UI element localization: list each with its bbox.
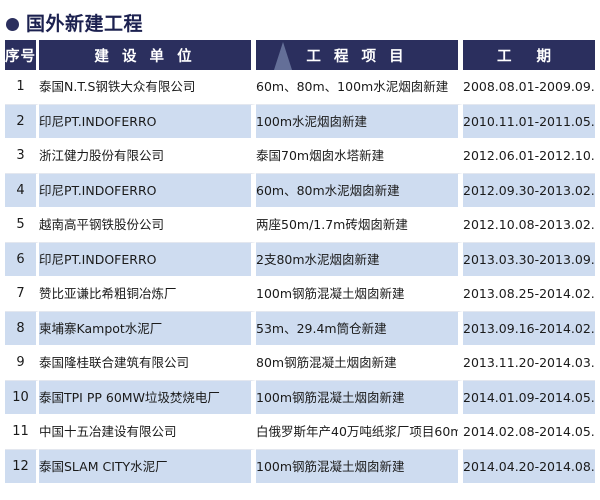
cell-unit: 越南高平钢铁股份公司 xyxy=(39,208,256,243)
cell-unit: 中国十五冶建设有限公司 xyxy=(39,415,256,450)
cell-period: 2014.02.08-2014.05.28 xyxy=(463,415,595,450)
projects-table-wrapper: 序号 建 设 单 位 工 程 项 目 工 期 1 泰国N.T.S钢铁大众有限公司 6… xyxy=(0,40,600,484)
cell-unit: 泰国SLAM CITY水泥厂 xyxy=(39,449,256,484)
cell-unit: 印尼PT.INDOFERRO xyxy=(39,104,256,139)
cell-index: 12 xyxy=(5,449,39,484)
cell-unit: 赞比亚谦比希粗铜冶炼厂 xyxy=(39,277,256,312)
cell-unit: 浙江健力股份有限公司 xyxy=(39,139,256,174)
cell-index: 10 xyxy=(5,380,39,415)
cell-unit: 泰国隆桂联合建筑有限公司 xyxy=(39,346,256,381)
table-row[interactable]: 9 泰国隆桂联合建筑有限公司 80m钢筋混凝土烟囱新建 2013.11.20-2014… xyxy=(5,346,595,381)
cell-index: 8 xyxy=(5,311,39,346)
table-row[interactable]: 4 印尼PT.INDOFERRO 60m、80m水泥烟囱新建 2012.09.30-2… xyxy=(5,173,595,208)
table-header-row: 序号 建 设 单 位 工 程 项 目 工 期 xyxy=(5,40,595,70)
page-title-text: 国外新建工程 xyxy=(26,13,144,35)
table-row[interactable]: 3 浙江健力股份有限公司 泰国70m烟囱水塔新建 2012.06.01-2012.10… xyxy=(5,139,595,174)
cell-period: 2012.06.01-2012.10.30 xyxy=(463,139,595,174)
table-row[interactable]: 7 赞比亚谦比希粗铜冶炼厂 100m钢筋混凝土烟囱新建 2013.08.25-2014… xyxy=(5,277,595,312)
cell-unit: 印尼PT.INDOFERRO xyxy=(39,173,256,208)
table-row[interactable]: 11中国十五冶建设有限公司白俄罗斯年产40万吨纸浆厂项目60m烟囱新建2014.… xyxy=(5,415,595,450)
cell-period: 2013.08.25-2014.02.05 xyxy=(463,277,595,312)
column-header-period: 工 期 xyxy=(463,40,595,70)
cell-unit: 印尼PT.INDOFERRO xyxy=(39,242,256,277)
table-row[interactable]: 12 泰国SLAM CITY水泥厂 100m钢筋混凝土烟囱新建 2014.04.20-… xyxy=(5,449,595,484)
table-row[interactable]: 6 印尼PT.INDOFERRO 2支80m水泥烟囱新建 2013.03.30-201… xyxy=(5,242,595,277)
header-triangle-icon xyxy=(274,42,292,70)
cell-project: 泰国70m烟囱水塔新建 xyxy=(256,139,463,174)
column-header-project-label: 工 程 项 目 xyxy=(306,48,408,65)
table-header: 序号 建 设 单 位 工 程 项 目 工 期 xyxy=(5,40,595,70)
table-row[interactable]: 1 泰国N.T.S钢铁大众有限公司 60m、80m、100m水泥烟囱新建 2008.0… xyxy=(5,70,595,105)
column-header-index: 序号 xyxy=(5,40,39,70)
cell-period: 2012.09.30-2013.02.20 xyxy=(463,173,595,208)
cell-period: 2012.10.08-2013.02.19 xyxy=(463,208,595,243)
table-row[interactable]: 5 越南高平钢铁股份公司 两座50m/1.7m砖烟囱新建 2012.10.08-201… xyxy=(5,208,595,243)
projects-table: 序号 建 设 单 位 工 程 项 目 工 期 1 泰国N.T.S钢铁大众有限公司 6… xyxy=(5,40,595,484)
table-row[interactable]: 10 泰国TPI PP 60MW垃圾焚烧电厂 100m钢筋混凝土烟囱新建 2014.0… xyxy=(5,380,595,415)
cell-period: 2014.04.20-2014.08.10 xyxy=(463,449,595,484)
cell-project: 100m钢筋混凝土烟囱新建 xyxy=(256,449,463,484)
cell-period: 2010.11.01-2011.05.20 xyxy=(463,104,595,139)
cell-index: 6 xyxy=(5,242,39,277)
cell-index: 7 xyxy=(5,277,39,312)
column-header-unit: 建 设 单 位 xyxy=(39,40,256,70)
table-row[interactable]: 2 印尼PT.INDOFERRO 100m水泥烟囱新建 2010.11.01-2011… xyxy=(5,104,595,139)
cell-index: 2 xyxy=(5,104,39,139)
cell-project: 100m钢筋混凝土烟囱新建 xyxy=(256,277,463,312)
cell-index: 11 xyxy=(5,415,39,450)
column-header-project: 工 程 项 目 xyxy=(256,40,463,70)
cell-project: 60m、80m、100m水泥烟囱新建 xyxy=(256,70,463,105)
cell-index: 5 xyxy=(5,208,39,243)
cell-unit: 柬埔寨Kampot水泥厂 xyxy=(39,311,256,346)
cell-unit: 泰国N.T.S钢铁大众有限公司 xyxy=(39,70,256,105)
cell-project: 2支80m水泥烟囱新建 xyxy=(256,242,463,277)
cell-index: 9 xyxy=(5,346,39,381)
cell-project: 53m、29.4m筒仓新建 xyxy=(256,311,463,346)
table-row[interactable]: 8 柬埔寨Kampot水泥厂 53m、29.4m筒仓新建 2013.09.16-201… xyxy=(5,311,595,346)
cell-period: 2014.01.09-2014.05.08 xyxy=(463,380,595,415)
page-title: 国外新建工程 xyxy=(0,0,600,40)
cell-period: 2008.08.01-2009.09.10 xyxy=(463,70,595,105)
cell-project: 60m、80m水泥烟囱新建 xyxy=(256,173,463,208)
cell-index: 3 xyxy=(5,139,39,174)
cell-index: 1 xyxy=(5,70,39,105)
cell-period: 2013.11.20-2014.03.20 xyxy=(463,346,595,381)
cell-project: 白俄罗斯年产40万吨纸浆厂项目60m烟囱新建 xyxy=(256,415,463,450)
bullet-icon xyxy=(6,18,19,31)
cell-project: 100m水泥烟囱新建 xyxy=(256,104,463,139)
cell-project: 100m钢筋混凝土烟囱新建 xyxy=(256,380,463,415)
cell-period: 2013.09.16-2014.02.15 xyxy=(463,311,595,346)
cell-project: 两座50m/1.7m砖烟囱新建 xyxy=(256,208,463,243)
cell-period: 2013.03.30-2013.09.30 xyxy=(463,242,595,277)
table-body: 1 泰国N.T.S钢铁大众有限公司 60m、80m、100m水泥烟囱新建 2008.0… xyxy=(5,70,595,484)
cell-unit: 泰国TPI PP 60MW垃圾焚烧电厂 xyxy=(39,380,256,415)
cell-project: 80m钢筋混凝土烟囱新建 xyxy=(256,346,463,381)
cell-index: 4 xyxy=(5,173,39,208)
